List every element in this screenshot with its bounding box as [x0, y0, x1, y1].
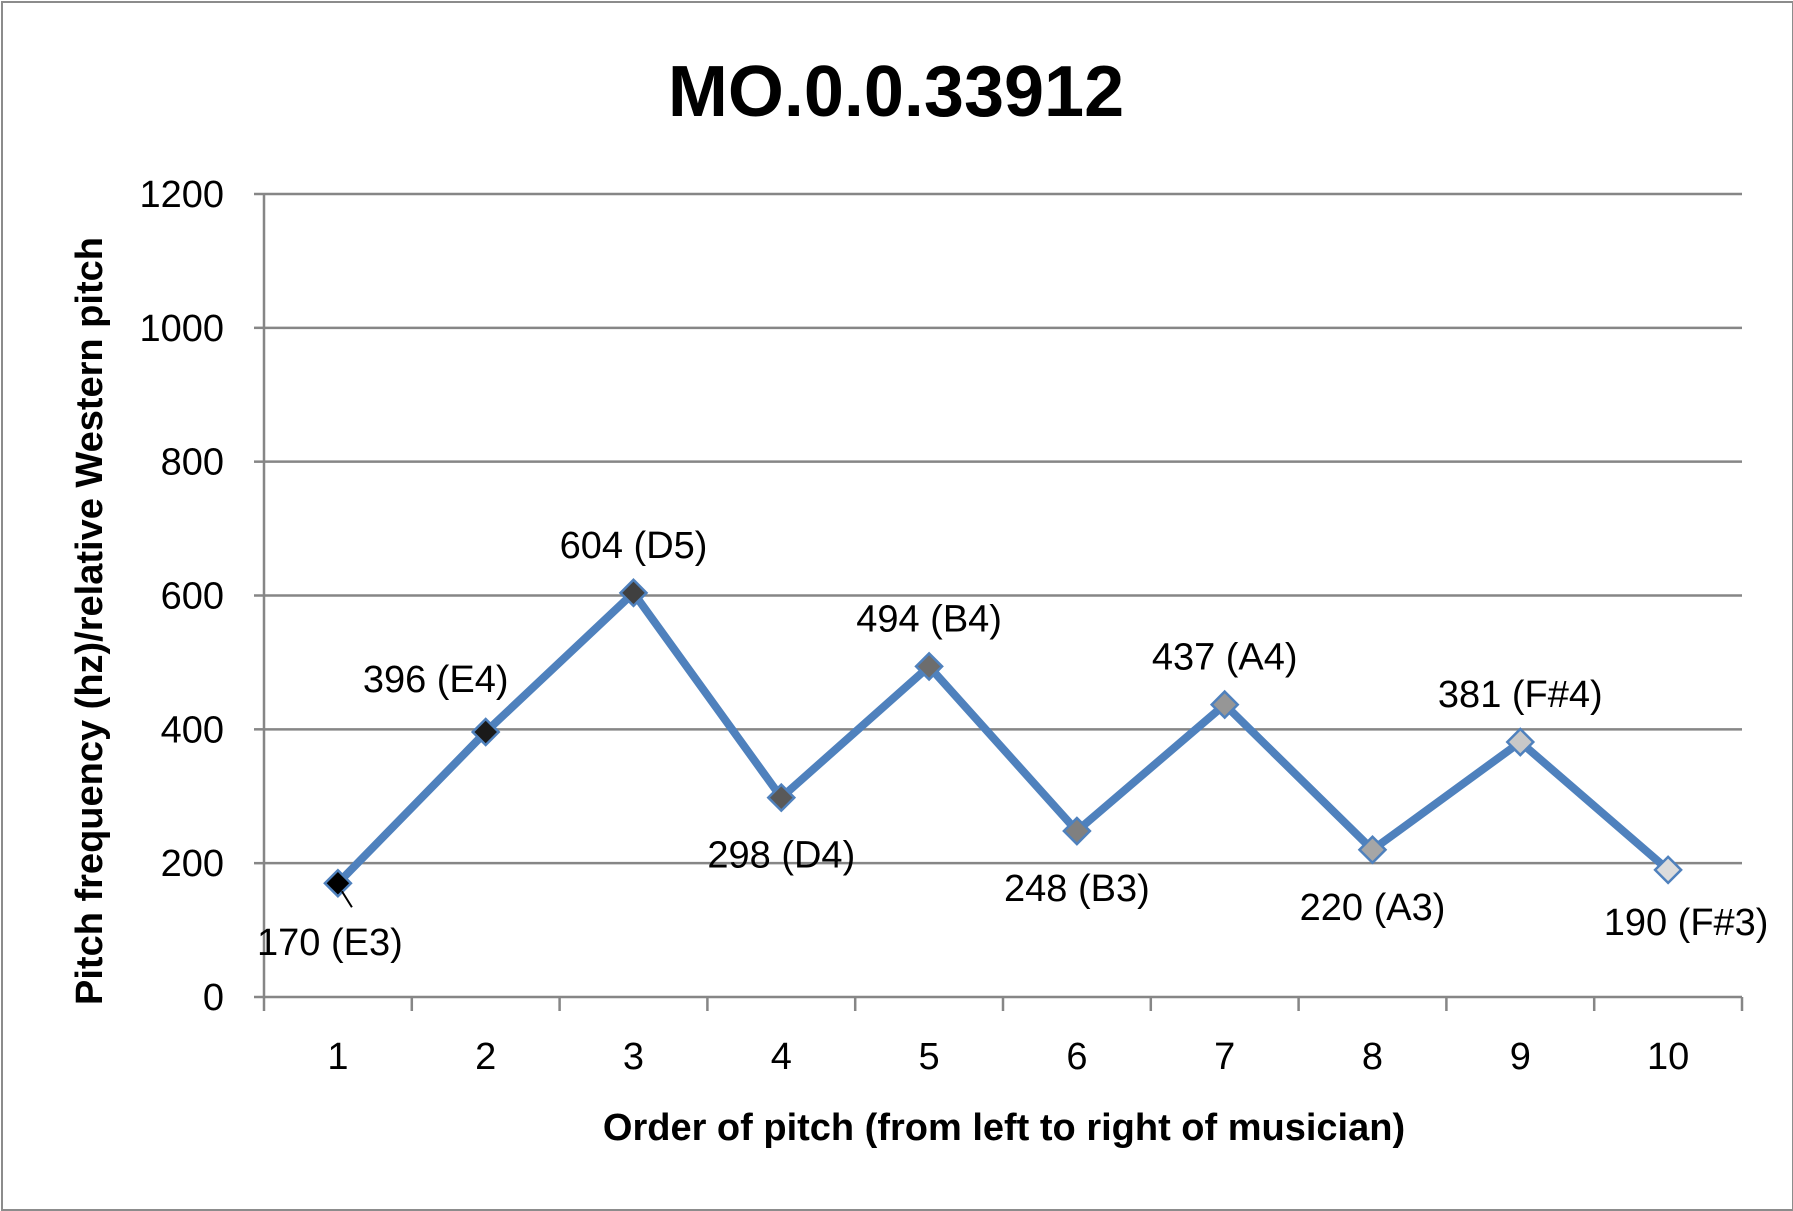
data-label: 220 (A3): [1300, 887, 1446, 929]
x-tick-label: 9: [1510, 1036, 1531, 1078]
data-label: 298 (D4): [707, 835, 855, 877]
y-tick-label: 200: [161, 843, 224, 885]
data-label: 190 (F#3): [1604, 902, 1769, 944]
y-tick-label: 0: [203, 977, 224, 1019]
x-tick-label: 10: [1647, 1036, 1689, 1078]
chart-title: MO.0.0.33912: [668, 52, 1124, 132]
data-label: 604 (D5): [560, 525, 708, 567]
data-point-marker: [1062, 816, 1092, 846]
x-tick-label: 4: [771, 1036, 792, 1078]
x-tick-labels: 1 2 3 4 5 6 7 8 9 10: [327, 1036, 1689, 1078]
x-tick-label: 8: [1362, 1036, 1383, 1078]
y-tick-label: 1000: [139, 308, 224, 350]
data-point-marker: [1653, 855, 1683, 885]
x-tick-label: 6: [1066, 1036, 1087, 1078]
data-point-marker: [914, 651, 944, 682]
data-point-marker: [1505, 727, 1536, 757]
x-tick-label: 2: [475, 1036, 496, 1078]
data-point-marker: [1357, 835, 1388, 865]
series-markers: [323, 578, 1683, 899]
data-label: 396 (E4): [363, 659, 509, 701]
data-point-marker: [1209, 689, 1240, 720]
data-label: 494 (B4): [856, 598, 1002, 640]
axes: [254, 192, 1744, 1011]
gridlines: [264, 192, 1742, 865]
y-tick-label: 600: [161, 576, 224, 618]
data-point-marker: [766, 782, 797, 813]
data-label: 170 (E3): [257, 922, 403, 964]
x-tick-label: 1: [327, 1036, 348, 1078]
x-tick-label: 7: [1214, 1036, 1235, 1078]
data-label: 437 (A4): [1152, 637, 1298, 679]
x-tick-label: 3: [623, 1036, 644, 1078]
data-label: 248 (B3): [1004, 868, 1150, 910]
x-tick-label: 5: [919, 1036, 940, 1078]
y-tick-labels: 0 200 400 600 800 1000 1200: [139, 174, 224, 1019]
data-label-leader-line: [341, 890, 353, 908]
y-tick-label: 800: [161, 442, 224, 484]
data-point-marker: [470, 717, 501, 747]
data-point-marker: [618, 578, 649, 608]
x-axis-title: Order of pitch (from left to right of mu…: [603, 1107, 1405, 1149]
series-pitch: [335, 586, 1671, 887]
y-tick-label: 1200: [139, 174, 224, 216]
y-tick-label: 400: [161, 709, 224, 751]
data-point-marker: [323, 868, 353, 899]
data-label: 381 (F#4): [1438, 674, 1603, 716]
series-line: [335, 586, 1671, 887]
y-axis-title: Pitch frequency (hz)/relative Western pi…: [69, 237, 111, 1005]
data-labels: 170 (E3) 396 (E4) 604 (D5) 298 (D4) 494 (B4)…: [257, 525, 1768, 964]
